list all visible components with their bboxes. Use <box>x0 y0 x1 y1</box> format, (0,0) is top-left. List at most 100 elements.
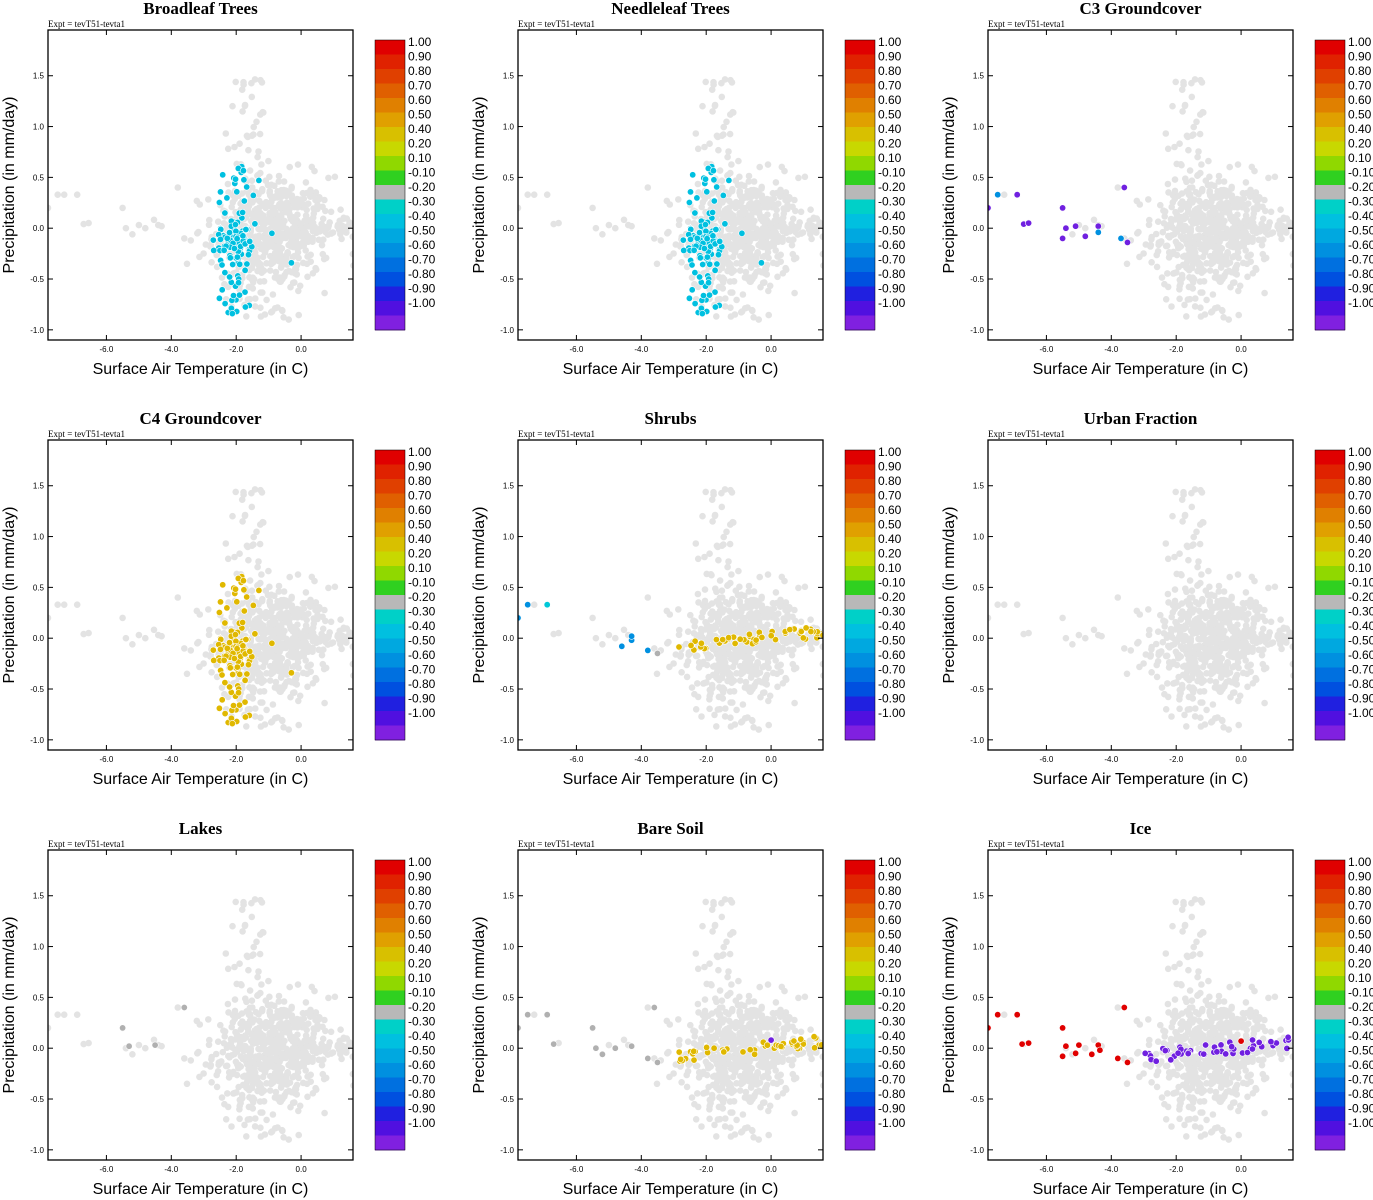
background-point <box>1244 663 1251 670</box>
background-point <box>302 657 310 664</box>
colorbar-label: -0.80 <box>408 267 436 281</box>
highlight-point <box>229 260 237 268</box>
colorbar-swatch <box>845 522 875 538</box>
background-point <box>745 225 752 232</box>
highlight-point <box>209 236 217 244</box>
background-point <box>1231 689 1238 696</box>
background-point <box>1191 713 1199 720</box>
background-point <box>1136 201 1144 208</box>
background-point <box>1171 586 1179 593</box>
background-point <box>257 289 265 296</box>
highlight-point <box>210 246 218 254</box>
background-point <box>1218 596 1225 604</box>
colorbar-swatch <box>375 493 405 509</box>
background-point <box>1169 512 1176 520</box>
background-point <box>327 208 335 216</box>
y-tick-label: -0.5 <box>30 275 44 284</box>
highlight-point <box>703 253 711 261</box>
highlight-point <box>691 209 699 217</box>
background-point <box>728 571 735 578</box>
colorbar-label: -0.60 <box>878 648 906 662</box>
background-point <box>1193 234 1200 242</box>
background-point <box>1059 614 1066 622</box>
x-tick-label: -2.0 <box>1169 345 1183 354</box>
background-point <box>1209 701 1217 708</box>
colorbar-swatch <box>845 69 875 84</box>
colorbar-label: 0.80 <box>408 64 432 78</box>
background-point <box>1260 236 1267 243</box>
background-point <box>278 230 286 237</box>
highlight-point <box>215 294 223 302</box>
background-point <box>1224 618 1231 625</box>
y-axis-label: Precipitation (in mm/day) <box>941 97 958 274</box>
background-point <box>676 216 683 224</box>
background-point <box>1290 672 1293 679</box>
background-point <box>260 626 268 634</box>
background-point <box>718 489 725 497</box>
background-point <box>252 705 259 712</box>
highlight-point <box>221 710 229 718</box>
colorbar-label: -0.40 <box>1348 209 1373 223</box>
background-point <box>706 140 713 147</box>
background-point <box>1262 617 1269 625</box>
y-tick-label: 0.0 <box>503 224 515 233</box>
background-point <box>1180 81 1187 88</box>
highlight-point <box>685 199 693 207</box>
colorbar-swatch <box>375 301 405 316</box>
background-point <box>1243 189 1250 197</box>
colorbar-swatch <box>845 272 875 287</box>
background-point <box>1261 699 1268 707</box>
highlight-point <box>988 204 992 212</box>
background-point <box>1123 670 1131 678</box>
colorbar-label: -1.00 <box>408 296 436 310</box>
background-point <box>1252 264 1259 272</box>
background-point <box>1235 287 1242 295</box>
background-point <box>1164 693 1172 701</box>
plot-points <box>518 76 823 323</box>
background-point <box>1069 231 1076 238</box>
background-point <box>1182 214 1190 221</box>
background-point <box>340 624 348 632</box>
background-point <box>765 254 772 262</box>
colorbar-label: -0.30 <box>878 195 906 209</box>
colorbar-label: 0.60 <box>878 93 902 107</box>
colorbar-swatch <box>375 228 405 244</box>
expt-label: Expt = tevT51-tevta1 <box>988 429 1065 439</box>
background-point <box>1212 678 1220 686</box>
background-point <box>1123 260 1131 268</box>
background-point <box>302 589 310 596</box>
background-point <box>740 646 748 653</box>
background-point <box>1121 645 1128 652</box>
background-point <box>285 726 293 733</box>
background-point <box>1217 654 1225 662</box>
colorbar-label: -1.00 <box>1348 296 1373 310</box>
background-point <box>302 179 310 186</box>
background-point <box>1163 242 1171 250</box>
background-point <box>1142 651 1150 658</box>
background-point <box>1158 274 1166 281</box>
background-point <box>248 79 255 87</box>
background-point <box>1224 639 1231 647</box>
background-point <box>1208 591 1215 599</box>
background-point <box>268 608 275 616</box>
background-point <box>228 203 235 211</box>
highlight-point <box>240 586 248 594</box>
background-point <box>259 108 267 116</box>
background-point <box>765 311 772 319</box>
background-point <box>1159 638 1167 646</box>
background-point <box>1289 250 1293 258</box>
background-point <box>1168 642 1176 649</box>
background-point <box>275 178 283 185</box>
background-point <box>719 261 727 268</box>
background-point <box>1255 606 1262 613</box>
colorbar-swatch <box>1315 228 1345 244</box>
background-point <box>746 611 753 618</box>
background-point <box>747 654 755 662</box>
background-point <box>765 721 772 729</box>
highlight-point <box>226 254 234 262</box>
background-point <box>1191 303 1199 310</box>
background-point <box>769 649 777 656</box>
y-tick-label: 0.0 <box>33 224 45 233</box>
background-point <box>287 283 294 291</box>
